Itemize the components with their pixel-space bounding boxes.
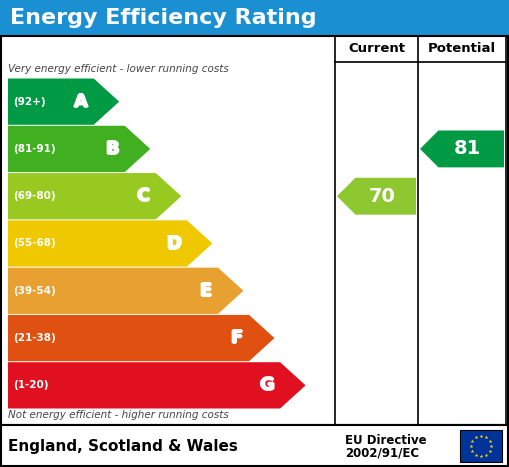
Text: (21-38): (21-38) (13, 333, 56, 343)
Text: (1-20): (1-20) (13, 380, 48, 390)
Text: D: D (167, 234, 182, 253)
Text: C: C (135, 187, 149, 205)
Text: England, Scotland & Wales: England, Scotland & Wales (8, 439, 238, 453)
Text: (69-80): (69-80) (13, 191, 55, 201)
Text: D: D (166, 234, 181, 253)
Polygon shape (8, 220, 212, 267)
Text: E: E (200, 283, 212, 301)
Bar (1, 36, 508, 425)
Text: B: B (104, 140, 118, 158)
Text: G: G (260, 376, 275, 394)
Text: A: A (74, 92, 88, 110)
Text: E: E (201, 282, 213, 300)
Text: (55-68): (55-68) (13, 239, 56, 248)
Text: B: B (106, 140, 120, 158)
Text: C: C (136, 188, 150, 206)
Text: 81: 81 (454, 140, 481, 158)
Text: G: G (259, 376, 274, 394)
Text: F: F (231, 328, 243, 346)
Text: Not energy efficient - higher running costs: Not energy efficient - higher running co… (8, 410, 229, 420)
Text: F: F (232, 329, 244, 347)
Polygon shape (8, 315, 274, 361)
Text: (92+): (92+) (13, 97, 46, 106)
Text: B: B (105, 139, 119, 157)
Text: E: E (199, 282, 211, 300)
Text: Current: Current (348, 42, 405, 56)
Polygon shape (8, 268, 243, 314)
Text: C: C (137, 187, 151, 205)
Text: A: A (75, 92, 89, 111)
Text: D: D (166, 235, 181, 254)
Text: (81-91): (81-91) (13, 144, 55, 154)
Text: F: F (230, 329, 242, 347)
Text: A: A (74, 92, 88, 111)
Text: 2002/91/EC: 2002/91/EC (345, 446, 419, 460)
Text: Potential: Potential (428, 42, 496, 56)
Polygon shape (8, 78, 119, 125)
Text: D: D (165, 234, 180, 253)
Text: G: G (259, 375, 274, 393)
Bar (1, 425, 508, 466)
Text: A: A (73, 92, 87, 111)
Text: A: A (74, 94, 88, 112)
Text: 70: 70 (369, 187, 395, 206)
Text: D: D (166, 234, 181, 252)
Text: C: C (136, 187, 150, 205)
Bar (460, 430, 502, 462)
Text: Very energy efficient - lower running costs: Very energy efficient - lower running co… (8, 64, 229, 74)
Text: EU Directive: EU Directive (345, 434, 427, 447)
Polygon shape (8, 362, 305, 409)
Text: E: E (200, 282, 212, 300)
Text: F: F (231, 329, 243, 347)
Text: B: B (105, 140, 119, 158)
Text: Energy Efficiency Rating: Energy Efficiency Rating (10, 8, 317, 28)
Bar (0, 0, 509, 36)
Text: C: C (136, 186, 150, 204)
Text: B: B (105, 141, 119, 159)
Polygon shape (420, 130, 504, 167)
Text: G: G (259, 377, 274, 396)
Text: F: F (231, 330, 243, 348)
Polygon shape (8, 126, 150, 172)
Text: G: G (258, 376, 273, 394)
Text: E: E (200, 281, 212, 299)
Polygon shape (8, 173, 181, 219)
Polygon shape (337, 178, 416, 215)
Text: (39-54): (39-54) (13, 286, 56, 296)
